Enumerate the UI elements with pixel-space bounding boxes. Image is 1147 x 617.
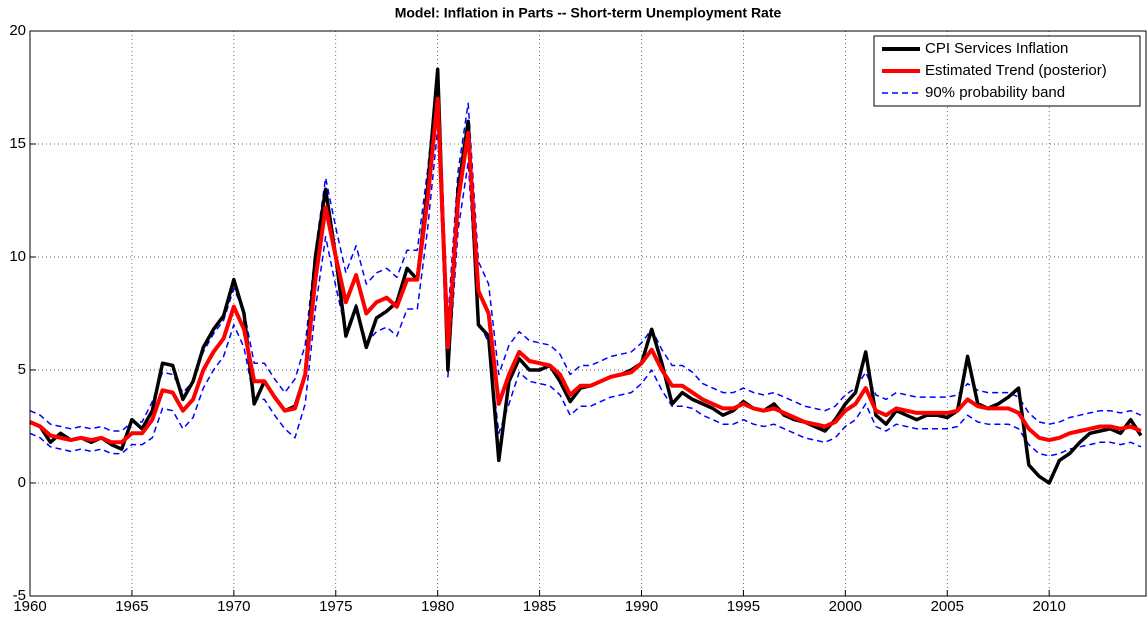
x-tick-label: 1975	[319, 598, 352, 615]
y-tick-label: 0	[18, 474, 26, 491]
series-line	[29, 127, 1142, 457]
x-tick-label: 1995	[727, 598, 760, 615]
x-tick-label: 1990	[625, 598, 658, 615]
legend-label: CPI Services Inflation	[925, 40, 1068, 57]
y-tick-label: 5	[18, 361, 26, 378]
x-tick-label: 1970	[217, 598, 250, 615]
chart-title: Model: Inflation in Parts -- Short-term …	[395, 5, 782, 21]
y-tick-label: 15	[9, 135, 26, 152]
x-tick-label: 1980	[421, 598, 454, 615]
x-tick-label: 2010	[1032, 598, 1065, 615]
series-line	[29, 68, 1142, 432]
x-tick-label: 1960	[13, 598, 46, 615]
x-tick-label: 2000	[829, 598, 862, 615]
x-tick-label: 1965	[115, 598, 148, 615]
axes-box	[29, 30, 1147, 597]
x-tick-label: 1985	[523, 598, 556, 615]
series-line	[29, 96, 1142, 445]
y-tick-label: 10	[9, 248, 26, 265]
y-tick-label: -5	[13, 587, 26, 604]
legend-label: 90% probability band	[925, 84, 1065, 101]
x-tick-label: 2005	[931, 598, 964, 615]
y-tick-label: 20	[9, 22, 26, 39]
legend-label: Estimated Trend (posterior)	[925, 62, 1107, 79]
